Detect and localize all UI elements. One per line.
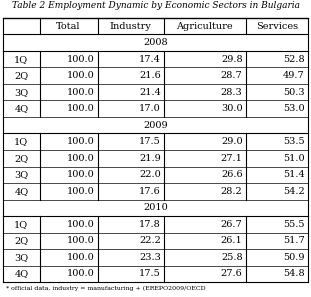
Text: 3Q: 3Q — [14, 170, 28, 179]
Text: 26.6: 26.6 — [221, 170, 243, 179]
Text: 28.3: 28.3 — [221, 88, 243, 97]
Text: 50.9: 50.9 — [283, 253, 305, 262]
Text: 21.9: 21.9 — [139, 154, 161, 163]
Text: 17.5: 17.5 — [139, 137, 161, 146]
Text: Agriculture: Agriculture — [177, 22, 233, 31]
Text: Total: Total — [56, 22, 81, 31]
Text: 52.8: 52.8 — [283, 55, 305, 64]
Text: 100.0: 100.0 — [67, 236, 95, 245]
Text: 25.8: 25.8 — [221, 253, 243, 262]
Text: 27.1: 27.1 — [221, 154, 243, 163]
Text: 23.3: 23.3 — [139, 253, 161, 262]
Text: 17.5: 17.5 — [139, 269, 161, 278]
Text: 100.0: 100.0 — [67, 187, 95, 196]
Text: 17.6: 17.6 — [139, 187, 161, 196]
Text: 50.3: 50.3 — [283, 88, 305, 97]
Text: 3Q: 3Q — [14, 88, 28, 97]
Text: 51.7: 51.7 — [283, 236, 305, 245]
Text: 2Q: 2Q — [14, 154, 28, 163]
Text: 17.4: 17.4 — [139, 55, 161, 64]
Text: 4Q: 4Q — [14, 269, 28, 278]
Text: 1Q: 1Q — [14, 220, 28, 229]
Text: 17.8: 17.8 — [139, 220, 161, 229]
Text: 54.2: 54.2 — [283, 187, 305, 196]
Text: 100.0: 100.0 — [67, 220, 95, 229]
Text: 55.5: 55.5 — [283, 220, 305, 229]
Text: 100.0: 100.0 — [67, 170, 95, 179]
Text: 30.0: 30.0 — [221, 104, 243, 113]
Text: 100.0: 100.0 — [67, 55, 95, 64]
Text: 100.0: 100.0 — [67, 137, 95, 146]
Text: 100.0: 100.0 — [67, 154, 95, 163]
Text: 49.7: 49.7 — [283, 71, 305, 80]
Text: 28.2: 28.2 — [221, 187, 243, 196]
Text: 21.6: 21.6 — [139, 71, 161, 80]
Text: 100.0: 100.0 — [67, 88, 95, 97]
Text: 2008: 2008 — [143, 38, 168, 47]
Text: 100.0: 100.0 — [67, 253, 95, 262]
Text: 26.7: 26.7 — [221, 220, 243, 229]
Text: 100.0: 100.0 — [67, 269, 95, 278]
Text: 26.1: 26.1 — [221, 236, 243, 245]
Text: Table 2 Employment Dynamic by Economic Sectors in Bulgaria: Table 2 Employment Dynamic by Economic S… — [12, 1, 299, 10]
Text: 2009: 2009 — [143, 121, 168, 130]
Text: 54.8: 54.8 — [283, 269, 305, 278]
Text: 100.0: 100.0 — [67, 104, 95, 113]
Text: 17.0: 17.0 — [139, 104, 161, 113]
Text: 100.0: 100.0 — [67, 71, 95, 80]
Text: 29.8: 29.8 — [221, 55, 243, 64]
Text: 22.2: 22.2 — [139, 236, 161, 245]
Text: 4Q: 4Q — [14, 104, 28, 113]
Text: 21.4: 21.4 — [139, 88, 161, 97]
Text: 1Q: 1Q — [14, 137, 28, 146]
Text: 29.0: 29.0 — [221, 137, 243, 146]
Text: 2Q: 2Q — [14, 236, 28, 245]
Text: 53.5: 53.5 — [283, 137, 305, 146]
Text: 4Q: 4Q — [14, 187, 28, 196]
Text: 53.0: 53.0 — [283, 104, 305, 113]
Text: 28.7: 28.7 — [221, 71, 243, 80]
Text: 27.6: 27.6 — [221, 269, 243, 278]
Text: 2010: 2010 — [143, 203, 168, 212]
Text: Industry: Industry — [110, 22, 152, 31]
Text: 51.4: 51.4 — [283, 170, 305, 179]
Text: 1Q: 1Q — [14, 55, 28, 64]
Text: 3Q: 3Q — [14, 253, 28, 262]
Text: 22.0: 22.0 — [139, 170, 161, 179]
Text: 2Q: 2Q — [14, 71, 28, 80]
Text: Services: Services — [256, 22, 298, 31]
Text: * official data, industry = manufacturing + (EREРО2009/OECD: * official data, industry = manufacturin… — [6, 286, 206, 291]
Text: 51.0: 51.0 — [283, 154, 305, 163]
